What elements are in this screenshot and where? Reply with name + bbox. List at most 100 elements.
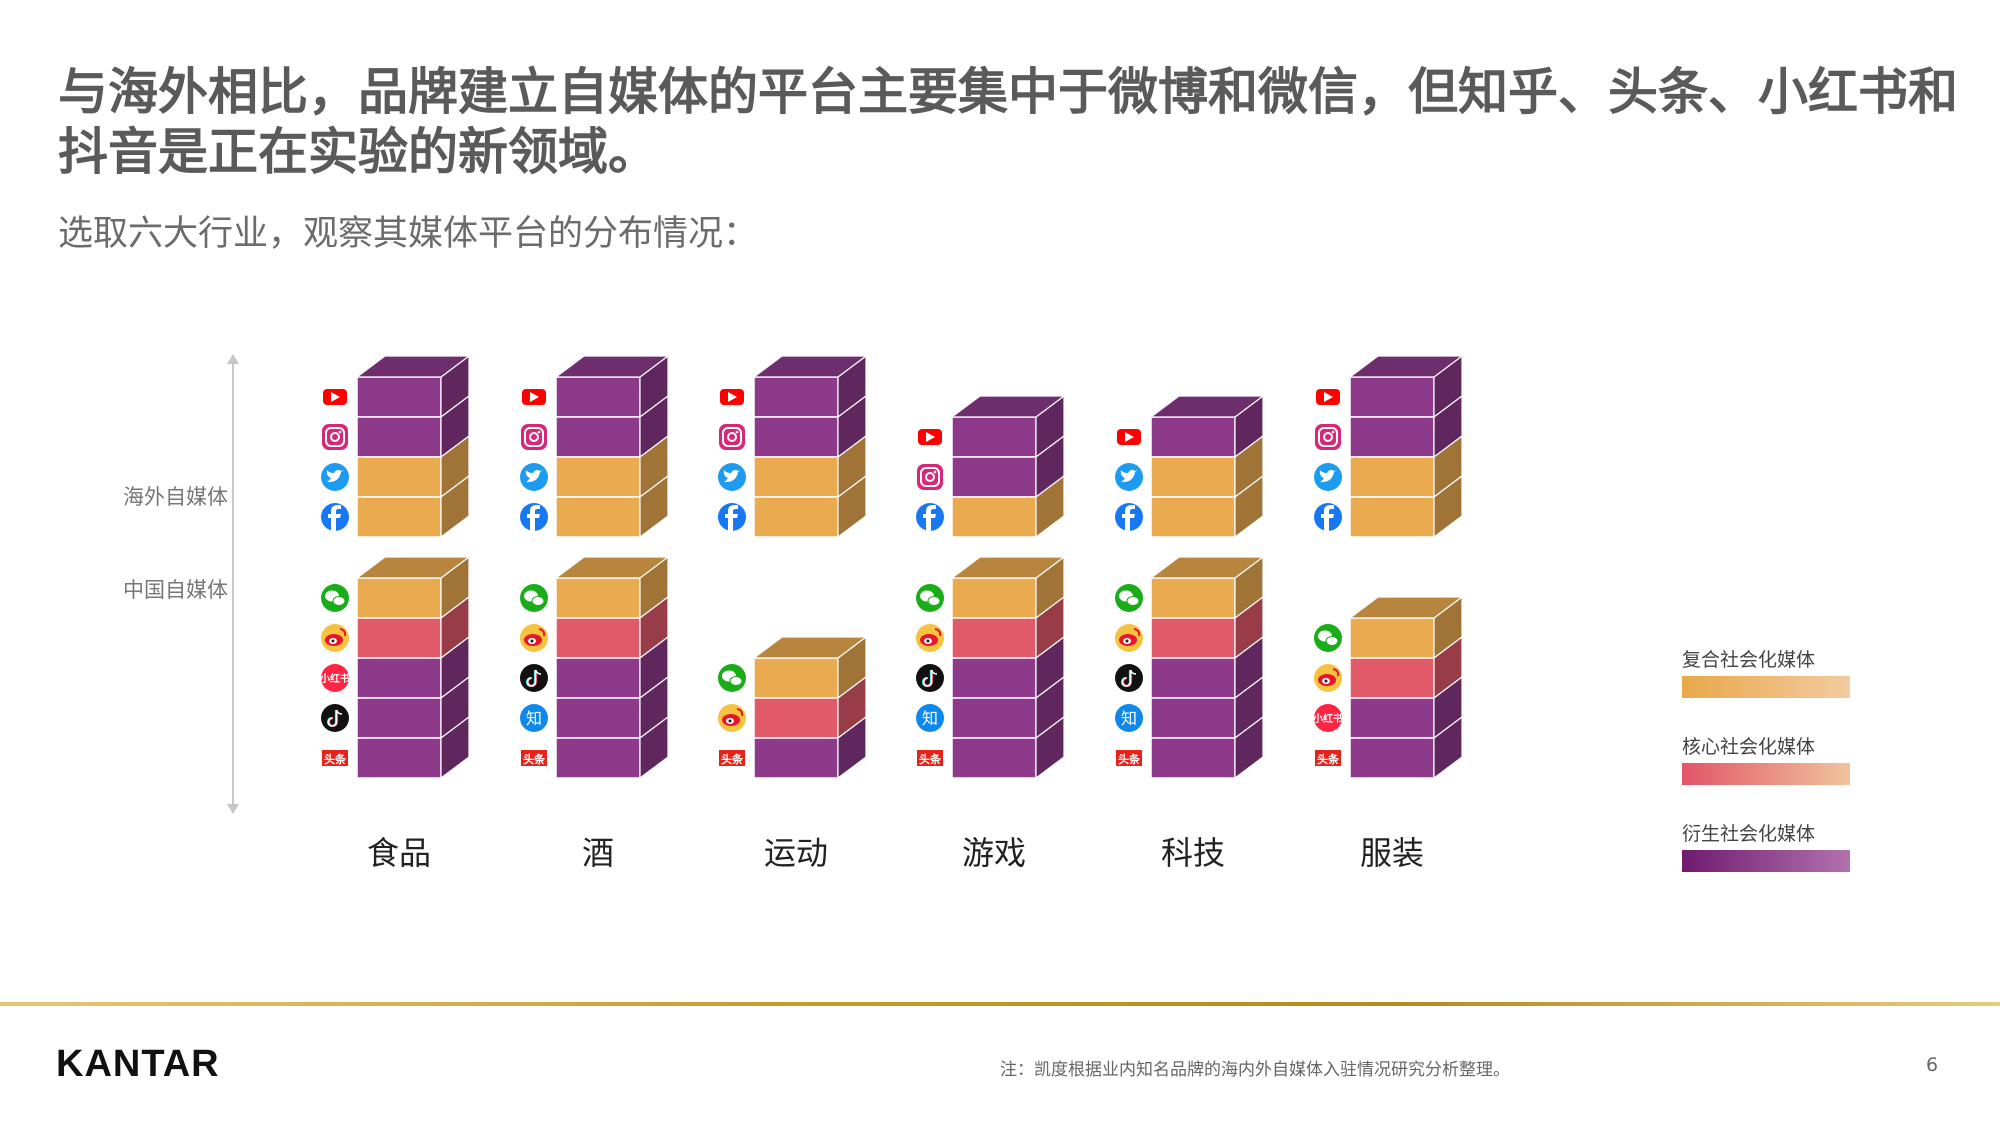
zhihu-icon: 知	[916, 704, 944, 732]
instagram-icon	[521, 424, 547, 450]
block-top-china-2	[752, 636, 868, 659]
zhihu-icon: 知	[520, 704, 548, 732]
page-number: 6	[1926, 1054, 1939, 1076]
xiaohongshu-icon: 小红书	[1312, 704, 1343, 732]
block-side-china-1-toutiao	[639, 715, 669, 780]
block-china-3-zhihu	[951, 697, 1037, 739]
category-label-5: 服装	[1359, 834, 1424, 872]
facebook-icon	[1115, 503, 1143, 531]
block-side-overseas-1-facebook	[639, 474, 669, 539]
block-overseas-1-youtube	[555, 376, 641, 418]
block-china-4-weibo	[1150, 617, 1236, 659]
category-label-4: 科技	[1160, 834, 1225, 872]
block-china-2-weibo	[753, 697, 839, 739]
youtube-icon	[1117, 429, 1141, 445]
youtube-icon	[918, 429, 942, 445]
svg-text:小红书: 小红书	[1312, 712, 1343, 725]
weibo-icon	[321, 624, 349, 652]
block-china-2-wechat	[753, 657, 839, 699]
overseas-media-label: 海外自媒体	[123, 485, 228, 509]
block-china-2-toutiao	[753, 737, 839, 779]
toutiao-icon: 头条	[1116, 750, 1142, 766]
footer-gold-rule	[0, 1002, 2000, 1006]
block-overseas-0-facebook	[356, 496, 442, 538]
y-axis-bottom-arrow	[227, 804, 239, 814]
xiaohongshu-icon: 小红书	[319, 664, 350, 692]
facebook-icon	[321, 503, 349, 531]
twitter-icon	[718, 463, 746, 491]
block-overseas-3-youtube	[951, 416, 1037, 458]
block-overseas-5-instagram	[1349, 416, 1435, 458]
block-top-overseas-5	[1348, 355, 1464, 378]
block-side-overseas-5-facebook	[1433, 474, 1463, 539]
y-axis-line	[232, 362, 234, 810]
y-axis-top-arrow	[227, 354, 239, 364]
block-side-overseas-0-facebook	[440, 474, 470, 539]
facebook-icon	[1314, 503, 1342, 531]
block-china-5-weibo	[1349, 657, 1435, 699]
block-overseas-5-facebook	[1349, 496, 1435, 538]
douyin-icon	[520, 664, 548, 692]
block-china-3-weibo	[951, 617, 1037, 659]
block-overseas-4-facebook	[1150, 496, 1236, 538]
toutiao-icon: 头条	[719, 750, 745, 766]
footnote: 注：凯度根据业内知名品牌的海内外自媒体入驻情况研究分析整理。	[1000, 1060, 1510, 1080]
svg-text:头条: 头条	[523, 752, 546, 766]
twitter-icon	[321, 463, 349, 491]
block-china-4-toutiao	[1150, 737, 1236, 779]
block-china-5-wechat	[1349, 617, 1435, 659]
instagram-icon	[917, 464, 943, 490]
toutiao-icon: 头条	[917, 750, 943, 766]
block-top-overseas-0	[355, 355, 471, 378]
block-china-1-douyin	[555, 657, 641, 699]
toutiao-icon: 头条	[1315, 750, 1341, 766]
toutiao-icon: 头条	[322, 750, 348, 766]
block-side-china-5-toutiao	[1433, 715, 1463, 780]
block-top-china-5	[1348, 596, 1464, 619]
block-side-china-2-toutiao	[837, 715, 867, 780]
douyin-icon	[916, 664, 944, 692]
block-overseas-0-instagram	[356, 416, 442, 458]
weibo-icon	[1115, 624, 1143, 652]
slide-subtitle: 选取六大行业，观察其媒体平台的分布情况：	[58, 214, 759, 254]
legend-swatch-composite	[1682, 676, 1850, 698]
wechat-icon	[1314, 624, 1342, 652]
wechat-icon	[916, 584, 944, 612]
china-media-label: 中国自媒体	[123, 578, 228, 602]
block-china-1-toutiao	[555, 737, 641, 779]
wechat-icon	[520, 584, 548, 612]
block-china-5-toutiao	[1349, 737, 1435, 779]
block-overseas-3-facebook	[951, 496, 1037, 538]
block-china-5-xiaohongshu	[1349, 697, 1435, 739]
block-china-0-douyin	[356, 697, 442, 739]
block-top-overseas-1	[554, 355, 670, 378]
legend-swatch-core	[1682, 763, 1850, 785]
svg-text:头条: 头条	[1317, 752, 1340, 766]
block-side-china-4-toutiao	[1234, 715, 1264, 780]
block-overseas-1-facebook	[555, 496, 641, 538]
block-overseas-2-twitter	[753, 456, 839, 498]
svg-text:头条: 头条	[721, 752, 744, 766]
twitter-icon	[1314, 463, 1342, 491]
block-overseas-4-youtube	[1150, 416, 1236, 458]
category-label-0: 食品	[366, 834, 431, 872]
svg-text:头条: 头条	[919, 752, 942, 766]
legend-swatch-derivative	[1682, 850, 1850, 872]
weibo-icon	[718, 704, 746, 732]
category-label-2: 运动	[763, 834, 828, 872]
kantar-logo: KANTAR	[56, 1043, 220, 1085]
block-top-overseas-4	[1149, 395, 1265, 418]
toutiao-icon: 头条	[521, 750, 547, 766]
block-overseas-4-twitter	[1150, 456, 1236, 498]
legend-label-composite: 复合社会化媒体	[1682, 649, 1816, 671]
block-china-4-wechat	[1150, 577, 1236, 619]
youtube-icon	[1316, 389, 1340, 405]
slide-title: 与海外相比，品牌建立自媒体的平台主要集中于微博和微信，但知乎、头条、小红书和抖音…	[58, 63, 1958, 181]
category-label-3: 游戏	[961, 834, 1026, 872]
block-china-1-weibo	[555, 617, 641, 659]
block-side-overseas-4-facebook	[1234, 474, 1264, 539]
wechat-icon	[718, 664, 746, 692]
block-top-china-0	[355, 556, 471, 579]
block-top-china-3	[950, 556, 1066, 579]
block-china-0-wechat	[356, 577, 442, 619]
